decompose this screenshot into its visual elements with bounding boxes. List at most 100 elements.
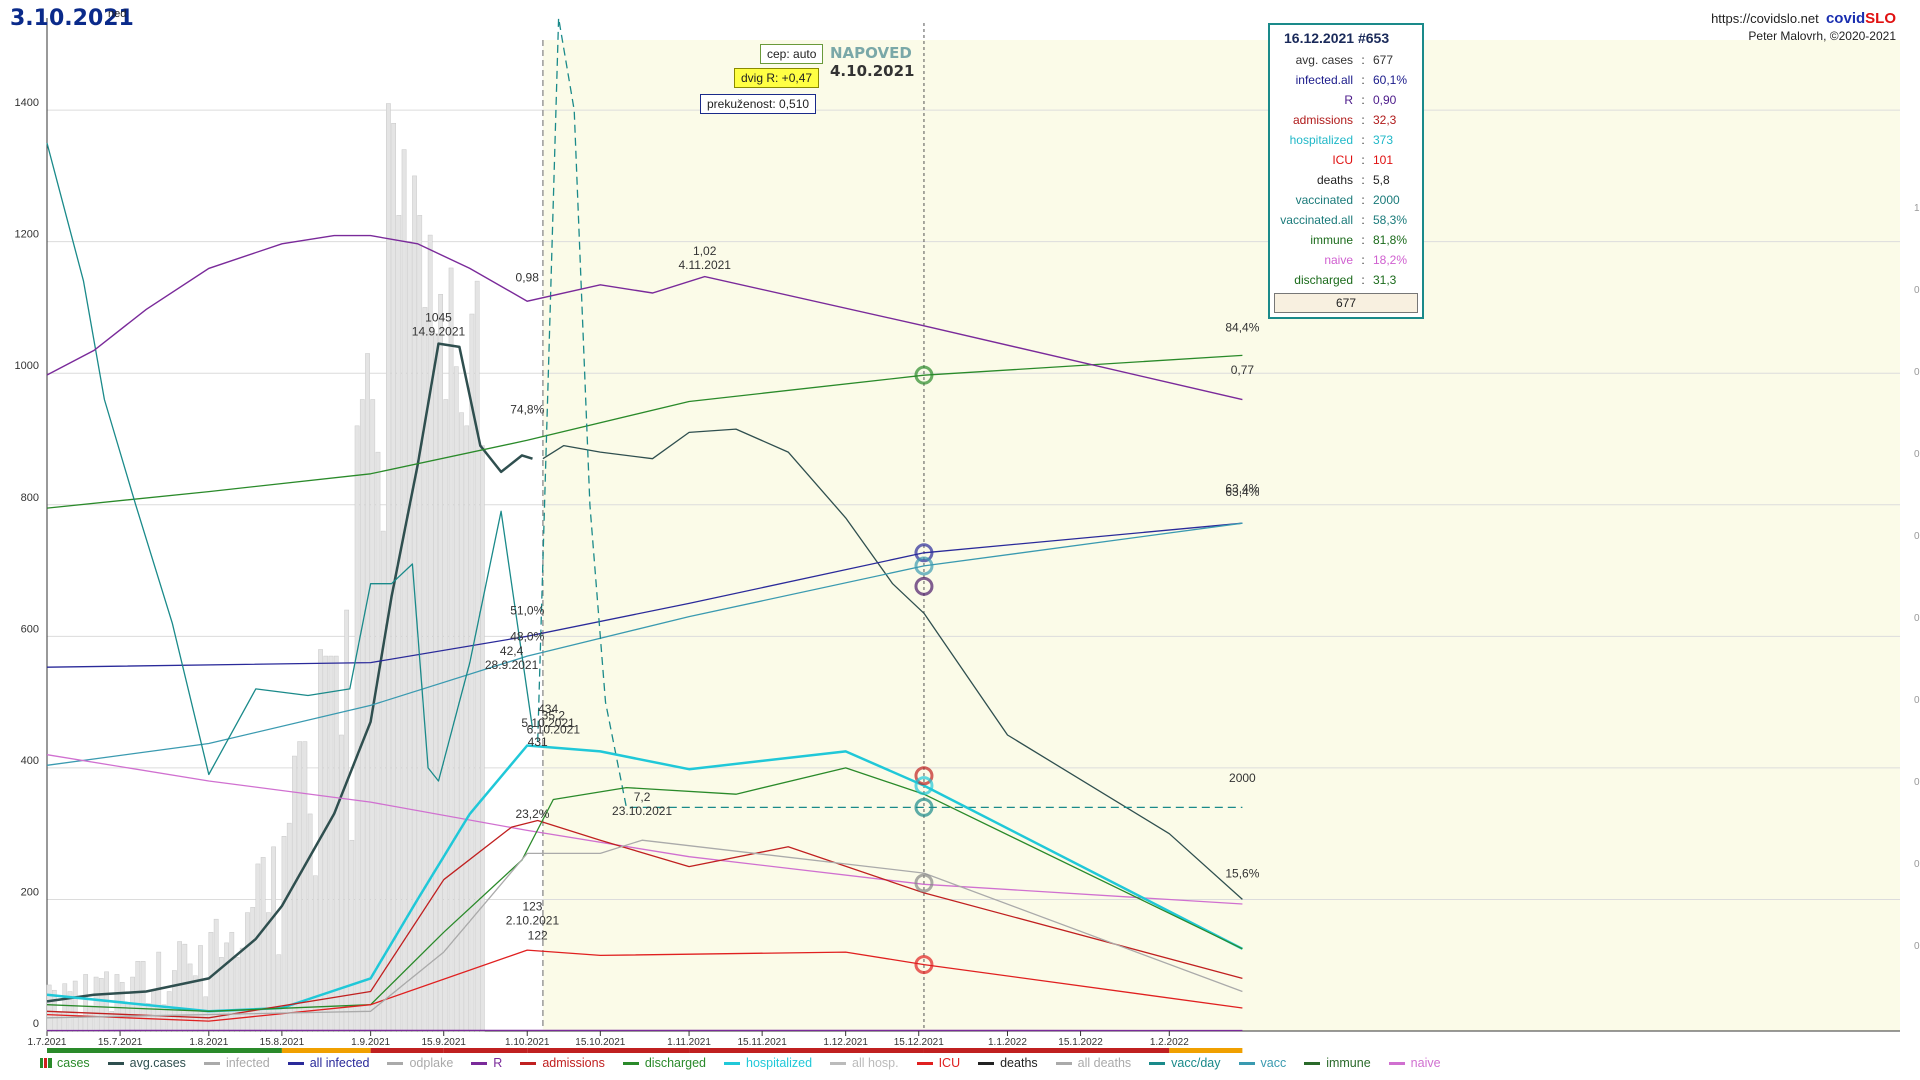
case-bar bbox=[375, 451, 381, 1032]
x-tick-label: 1.7.2021 bbox=[28, 1037, 67, 1048]
phase-band bbox=[281, 1048, 371, 1053]
infobox-colon: : bbox=[1361, 193, 1365, 207]
data-label: 1,02 bbox=[693, 244, 717, 258]
phase-band bbox=[443, 1048, 528, 1053]
series-line bbox=[537, 17, 1243, 809]
series-line bbox=[46, 522, 1243, 766]
legend-item[interactable]: odplake bbox=[387, 1054, 453, 1072]
cursor-marker bbox=[914, 365, 934, 385]
legend-item[interactable]: cases bbox=[40, 1054, 90, 1072]
case-bar bbox=[459, 412, 464, 1032]
legend-label: vacc bbox=[1260, 1056, 1287, 1070]
infobox-colon: : bbox=[1361, 153, 1365, 167]
cursor-marker bbox=[914, 797, 934, 817]
y2-tick-label: 0,2 bbox=[1914, 859, 1920, 870]
legend-label: all deaths bbox=[1077, 1056, 1132, 1070]
legend-item[interactable]: ICU bbox=[916, 1054, 961, 1072]
legend-item[interactable]: avg.cases bbox=[107, 1054, 186, 1072]
infobox-colon: : bbox=[1361, 93, 1365, 107]
case-bar bbox=[438, 294, 443, 1032]
case-bar bbox=[312, 875, 318, 1032]
data-label: 14.9.2021 bbox=[412, 325, 466, 339]
legend-item[interactable]: vacc bbox=[1238, 1054, 1287, 1072]
infobox-key: R bbox=[1344, 93, 1353, 107]
legend-item[interactable]: all infected bbox=[287, 1054, 369, 1072]
series-line bbox=[46, 839, 1243, 1019]
legend-item[interactable]: infected bbox=[203, 1054, 270, 1072]
case-bar bbox=[271, 846, 276, 1032]
infobox-key: ICU bbox=[1332, 153, 1353, 167]
infobox-row: admissions:32,3 bbox=[1274, 110, 1418, 130]
data-label: 7,2 bbox=[634, 790, 651, 804]
case-bar bbox=[464, 425, 470, 1032]
legend-swatch bbox=[1238, 1061, 1255, 1065]
cursor-marker bbox=[914, 576, 934, 596]
case-bar bbox=[172, 970, 177, 1032]
legend-swatch bbox=[1304, 1061, 1321, 1065]
x-tick-label: 15.7.2021 bbox=[98, 1037, 143, 1048]
legend-item[interactable]: hospitalized bbox=[724, 1054, 812, 1072]
case-bar bbox=[323, 655, 329, 1032]
legend-item[interactable]: immune bbox=[1304, 1054, 1371, 1072]
case-bar bbox=[182, 943, 188, 1032]
infobox-row: R:0,90 bbox=[1274, 90, 1418, 110]
x-tick-label: 15.10.2021 bbox=[575, 1037, 625, 1048]
y-tick-label: 1400 bbox=[15, 97, 39, 109]
data-label: 51,0% bbox=[510, 603, 544, 617]
infobox-colon: : bbox=[1361, 113, 1365, 127]
case-bar bbox=[239, 947, 245, 1032]
author-credit: Peter Malovrh, ©2020-2021 bbox=[1748, 29, 1896, 43]
case-bar bbox=[443, 399, 449, 1032]
phase-band bbox=[527, 1048, 690, 1053]
infobox-colon: : bbox=[1361, 273, 1365, 287]
infobox-row: immune:81,8% bbox=[1274, 230, 1418, 250]
case-bar bbox=[192, 975, 198, 1032]
legend-label: R bbox=[493, 1056, 503, 1070]
case-bar bbox=[297, 741, 303, 1032]
legend-item[interactable]: all deaths bbox=[1055, 1054, 1132, 1072]
legend-label: deaths bbox=[1000, 1056, 1038, 1070]
case-bar bbox=[135, 961, 141, 1032]
site-url[interactable]: https://covidslo.net bbox=[1711, 11, 1819, 26]
brand-covid: covid bbox=[1825, 10, 1866, 27]
infobox-key: naive bbox=[1324, 253, 1353, 267]
case-bar bbox=[276, 954, 282, 1032]
y2-tick-label: 0,1 bbox=[1914, 941, 1920, 952]
legend-item[interactable]: vacc/day bbox=[1149, 1054, 1221, 1072]
y2-tick-label: 0,5 bbox=[1914, 613, 1920, 624]
y2-tick-label: 0,8 bbox=[1914, 367, 1920, 378]
x-tick-label: 15.11.2021 bbox=[737, 1037, 787, 1048]
case-bar bbox=[474, 280, 480, 1032]
case-bar bbox=[119, 982, 125, 1032]
legend-item[interactable]: deaths bbox=[978, 1054, 1038, 1072]
case-bar bbox=[433, 333, 438, 1032]
y-tick-label: 400 bbox=[21, 755, 39, 767]
case-bar bbox=[208, 932, 214, 1032]
legend-item[interactable]: R bbox=[471, 1054, 502, 1072]
case-bar bbox=[88, 1005, 94, 1032]
legend-item[interactable]: admissions bbox=[520, 1054, 605, 1072]
infobox-colon: : bbox=[1361, 133, 1365, 147]
infobox-row: avg. cases:677 bbox=[1274, 50, 1418, 70]
legend-item[interactable]: discharged bbox=[622, 1054, 706, 1072]
infobox-colon: : bbox=[1361, 173, 1365, 187]
case-bar bbox=[140, 961, 146, 1032]
legend-label: ICU bbox=[938, 1056, 961, 1070]
y-tick-label: 600 bbox=[21, 623, 39, 635]
legend-swatch bbox=[471, 1061, 488, 1065]
case-bar bbox=[93, 976, 99, 1032]
legend-label: all hosp. bbox=[852, 1056, 899, 1070]
infobox-value: 373 bbox=[1373, 133, 1394, 147]
infobox-row: naive:18,2% bbox=[1274, 250, 1418, 270]
infobox-footer: 677 bbox=[1274, 293, 1418, 313]
dvig-r-control[interactable]: dvig R: +0,47 bbox=[734, 68, 820, 88]
legend-item[interactable]: naive bbox=[1388, 1054, 1441, 1072]
series-line bbox=[46, 754, 1243, 905]
cep-control[interactable]: cep: auto bbox=[760, 44, 824, 64]
legend-swatch bbox=[622, 1061, 639, 1065]
infobox-rows: avg. cases:677 infected.all:60,1% R:0,90 ad… bbox=[1274, 50, 1418, 290]
x-tick-label: 1.2.2022 bbox=[1150, 1037, 1189, 1048]
prekuzenost-control[interactable]: prekuženost: 0,510 bbox=[700, 94, 817, 114]
data-label: 2.10.2021 bbox=[506, 913, 560, 927]
legend-item[interactable]: all hosp. bbox=[830, 1054, 899, 1072]
